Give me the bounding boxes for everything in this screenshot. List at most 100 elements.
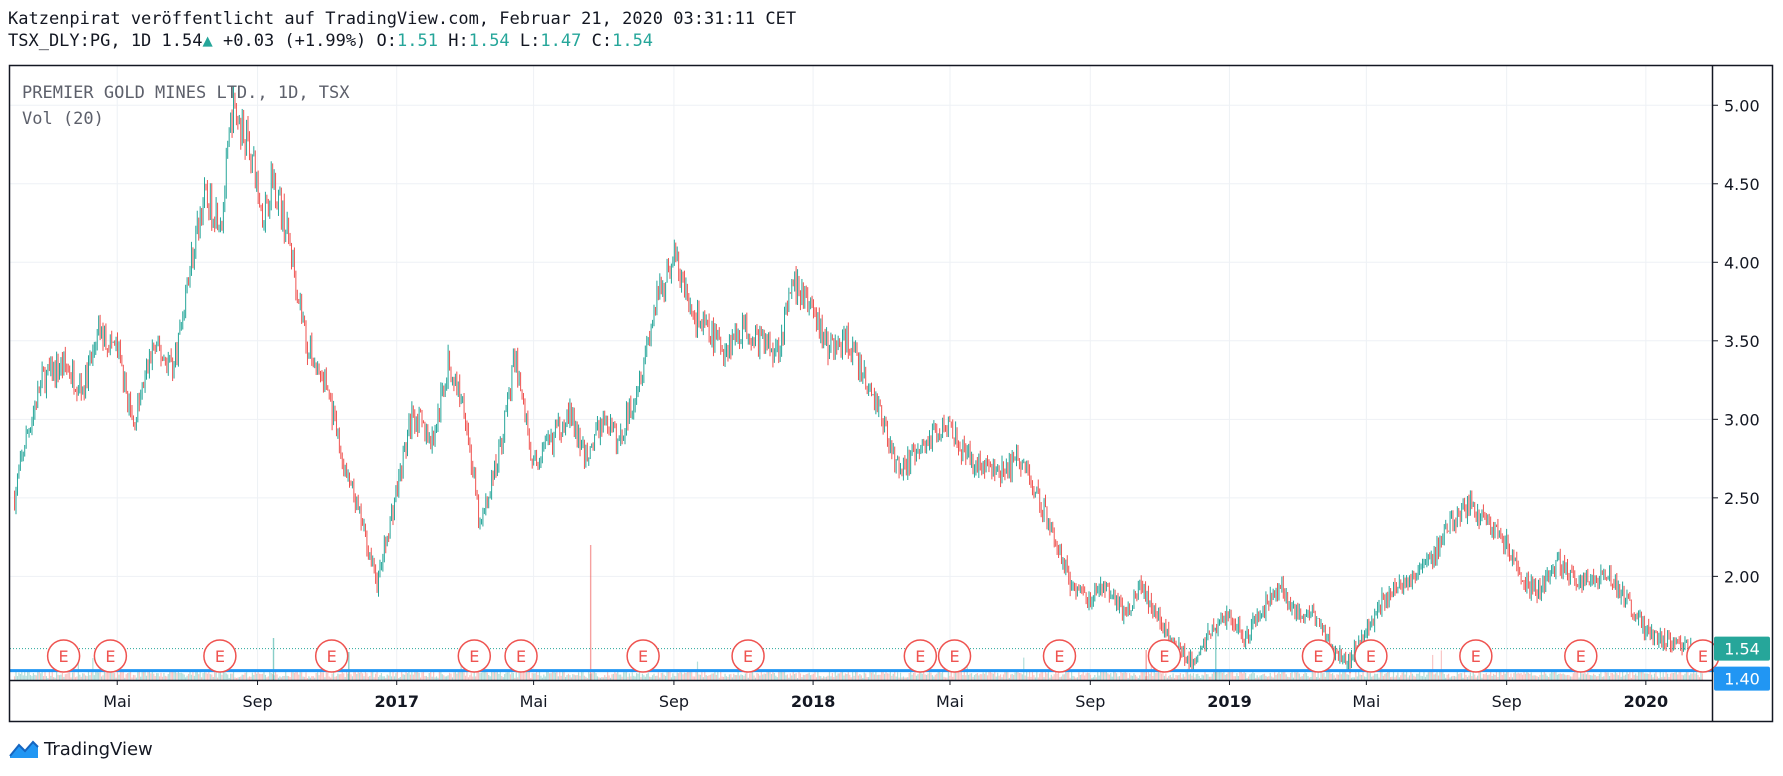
volume-bar: [1176, 675, 1179, 680]
volume-bar: [395, 673, 397, 680]
footer-brand[interactable]: TradingView: [8, 738, 153, 760]
volume-bar: [757, 673, 760, 680]
earnings-marker: [1147, 639, 1182, 673]
volume-bar: [286, 675, 288, 680]
volume-bar: [1330, 674, 1332, 680]
volume-bar: [670, 677, 673, 680]
volume-bar: [1498, 671, 1500, 680]
volume-bar: [245, 672, 248, 680]
volume-bar: [770, 674, 773, 680]
volume-bar: [44, 672, 46, 680]
volume-bar: [723, 676, 725, 680]
volume-bar: [715, 674, 717, 680]
volume-bar: [692, 676, 694, 680]
volume-bar: [1033, 675, 1035, 680]
time-scale[interactable]: Mai Sep 2017 Mai Sep 2018 Mai Sep 2019 Mai Sep 2020: [103, 680, 1668, 711]
volume-bar: [1216, 670, 1218, 680]
volume-bar: [1075, 677, 1077, 680]
earnings-marker-label: E: [1576, 647, 1586, 666]
volume-bar: [64, 674, 66, 680]
volume-bar: [1139, 675, 1141, 680]
volume-bar: [74, 677, 77, 680]
volume-bar: [315, 672, 317, 680]
volume-bar: [528, 671, 530, 680]
volume-bar: [457, 670, 459, 680]
volume-bar: [1694, 673, 1696, 680]
volume-bar: [1147, 671, 1150, 680]
volume-bar: [984, 673, 986, 680]
volume-bar: [1442, 670, 1444, 680]
volume-bar: [1120, 671, 1122, 680]
volume-bar: [1565, 675, 1567, 680]
volume-bar: [290, 672, 293, 680]
volume-bar: [754, 677, 757, 680]
volume-bar: [198, 674, 200, 680]
volume-bar: [1337, 674, 1340, 680]
volume-bar: [1152, 675, 1154, 680]
volume-bar: [15, 671, 17, 680]
volume-bar: [580, 671, 583, 680]
volume-bar: [1452, 675, 1454, 680]
volume-bar: [802, 674, 804, 680]
volume-bar: [685, 673, 687, 680]
volume-bar: [1601, 676, 1603, 680]
volume-bar: [1403, 671, 1405, 680]
volume-bar: [509, 674, 512, 680]
volume-bar: [815, 677, 818, 680]
volume-bar: [1245, 672, 1247, 680]
volume-bar: [1577, 670, 1579, 680]
volume-bar: [1110, 673, 1112, 680]
volume-bar: [102, 675, 104, 680]
volume-bar: [1468, 675, 1470, 680]
volume-bar: [167, 674, 169, 680]
volume-bar: [256, 673, 258, 680]
volume-bar: [53, 677, 55, 680]
volume-bar: [1629, 671, 1631, 680]
volume-bar: [1671, 672, 1673, 680]
volume-bar: [1021, 674, 1023, 680]
volume-bar: [650, 677, 652, 680]
volume-bar: [1614, 671, 1616, 680]
volume-bar: [605, 676, 607, 680]
volume-bar: [312, 676, 314, 680]
volume-bar: [480, 672, 483, 680]
volume-bar: [464, 675, 467, 680]
x-tick-label: Mai: [103, 692, 131, 711]
volume-spike: [1215, 628, 1217, 680]
volume-bar: [1471, 676, 1473, 680]
volume-bar: [1308, 677, 1311, 680]
y-tick-label: 3.50: [1724, 332, 1760, 351]
earnings-marker-label: E: [915, 647, 925, 666]
volume-bar: [1078, 672, 1080, 680]
volume-bar: [643, 675, 645, 680]
volume-bar: [750, 670, 752, 680]
volume-bar: [399, 676, 401, 680]
volume-bar: [1424, 676, 1427, 680]
volume-bar: [1195, 674, 1197, 680]
volume-bar: [1168, 676, 1170, 680]
volume-bar: [1540, 671, 1543, 680]
volume-bar: [788, 677, 790, 680]
volume-bar: [247, 677, 249, 680]
volume-bar: [927, 673, 929, 680]
volume-bar: [1587, 672, 1589, 680]
volume-bar: [406, 673, 409, 680]
volume-bar: [105, 672, 107, 680]
volume-bar: [1545, 673, 1547, 680]
volume-bar: [298, 674, 300, 680]
volume-bar: [1063, 674, 1065, 680]
price-scale[interactable]: 5.00 4.50 4.00 3.50 3.00 2.50 2.00: [1712, 96, 1760, 586]
volume-bar: [717, 670, 719, 680]
volume-bar: [994, 670, 996, 680]
volume-bar: [749, 673, 751, 680]
volume-bar: [1005, 670, 1007, 680]
volume-bar: [292, 671, 294, 680]
price-labels: 1.54 1.40: [1714, 636, 1770, 691]
volume-bar: [466, 671, 468, 680]
volume-bar: [161, 676, 164, 680]
volume-bar: [637, 673, 639, 680]
volume-bar: [472, 676, 474, 680]
volume-bar: [1233, 676, 1235, 680]
volume-bar: [1339, 671, 1341, 680]
